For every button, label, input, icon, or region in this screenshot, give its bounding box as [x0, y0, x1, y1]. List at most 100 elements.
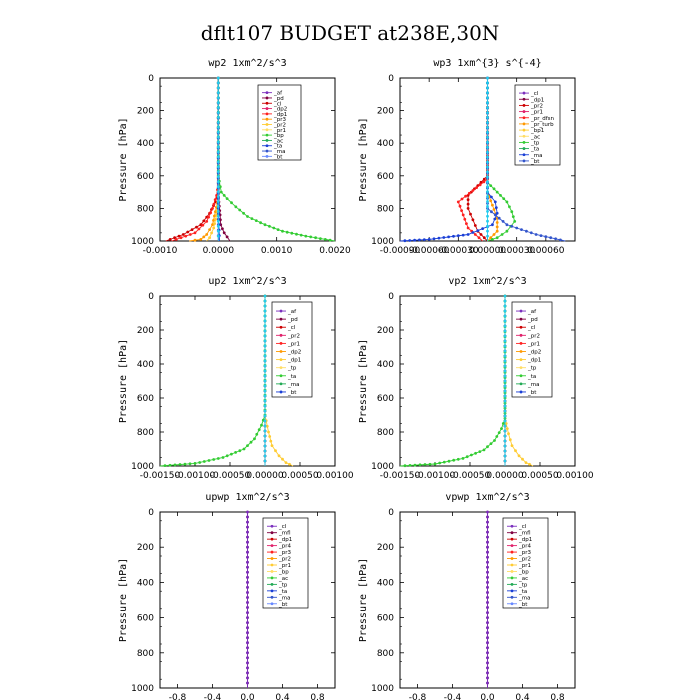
data-point: [447, 235, 450, 239]
data-point: [503, 454, 507, 458]
x-tick-label: 0.0020: [319, 246, 351, 256]
legend-swatch-marker: [522, 134, 526, 138]
y-axis-label: Pressure [hPa]: [358, 339, 369, 423]
series-dp1: [171, 76, 220, 242]
series-line: [217, 78, 336, 242]
x-tick-label: -0.0010: [143, 246, 178, 256]
legend-label: _bp: [518, 569, 529, 575]
data-point: [201, 223, 205, 227]
data-point: [503, 424, 507, 428]
legend-swatch-marker: [519, 325, 523, 329]
data-point: [505, 427, 509, 430]
series-cl: [466, 76, 489, 242]
data-point: [263, 294, 267, 298]
legend-swatch-marker: [279, 317, 283, 321]
data-point: [216, 140, 220, 144]
y-tick-label: 0: [148, 74, 154, 84]
data-point: [465, 455, 469, 459]
legend-label: _dp1: [287, 358, 301, 364]
data-point: [534, 233, 538, 236]
data-point: [486, 190, 489, 194]
legend-label: _dp1: [518, 537, 532, 543]
legend-label: _ac: [273, 138, 283, 144]
data-point: [263, 434, 267, 438]
data-point: [486, 661, 489, 665]
data-point: [263, 223, 267, 227]
data-point: [503, 329, 507, 333]
data-point: [216, 86, 220, 90]
data-point: [216, 224, 220, 228]
data-point: [478, 450, 482, 453]
data-point: [212, 219, 215, 222]
data-point: [219, 190, 223, 194]
series-line: [165, 78, 219, 242]
data-point: [216, 155, 220, 159]
plot-frame: [399, 295, 576, 467]
data-point: [314, 236, 317, 240]
data-point: [486, 175, 489, 179]
data-point: [486, 525, 489, 529]
y-tick-label: 800: [377, 649, 394, 659]
data-point: [199, 238, 203, 241]
data-point: [216, 190, 220, 194]
legend-label: _af: [273, 91, 283, 97]
data-point: [213, 222, 217, 226]
legend-label: _dp1: [527, 358, 541, 364]
legend-label: _dp2: [287, 350, 301, 356]
data-point: [207, 459, 211, 462]
y-tick-label: 1000: [371, 684, 394, 694]
x-tick-label: 0.00100: [556, 471, 593, 481]
data-point: [210, 231, 214, 235]
legend-swatch-marker: [522, 147, 526, 150]
legend-label: _dp1: [278, 537, 292, 543]
y-tick-label: 600: [137, 172, 154, 182]
legend-swatch-marker: [279, 366, 283, 370]
data-point: [495, 236, 499, 240]
legend-swatch-marker: [510, 582, 514, 586]
x-tick-label: 0.00000: [486, 471, 523, 481]
chart-panel-2: wp3 1xm^{3} s^{-4} Pressure [hPa] 0 200 400 6…: [358, 58, 576, 256]
data-point: [503, 399, 507, 403]
data-point: [486, 229, 489, 233]
data-point: [212, 458, 216, 461]
chart-panel-6: vpwp 1xm^2/s^3 Pressure [hPa] 0 200 400 600 80…: [358, 492, 576, 700]
data-point: [413, 238, 416, 242]
legend: _af_pd_cl_dp2_dp1_pr3_pr2_pr1_bp_ac_ta_m…: [257, 84, 302, 161]
data-point: [265, 424, 269, 428]
y-tick-label: 1000: [371, 462, 394, 472]
data-point: [491, 203, 494, 207]
data-point: [216, 205, 220, 208]
data-point: [466, 233, 470, 236]
data-point: [216, 145, 220, 149]
legend-label: _pr2: [278, 557, 291, 563]
legend-label: _tp: [518, 582, 528, 588]
legend-label: _dp2: [527, 350, 541, 356]
data-point: [216, 195, 220, 198]
data-point: [246, 611, 249, 614]
data-point: [499, 194, 502, 197]
data-point: [263, 374, 267, 378]
series-dp1: [456, 76, 489, 242]
data-point: [515, 226, 519, 230]
data-point: [471, 218, 475, 222]
data-point: [467, 191, 471, 195]
data-point: [216, 234, 220, 238]
data-point: [486, 676, 489, 680]
data-point: [246, 626, 249, 630]
legend-swatch-marker: [522, 122, 526, 126]
data-point: [198, 461, 202, 464]
x-tick-label: 0.00030: [498, 246, 535, 256]
data-point: [216, 121, 220, 124]
data-point: [225, 235, 229, 239]
data-point: [460, 209, 463, 213]
data-point: [503, 319, 507, 323]
data-point: [447, 459, 451, 463]
series-line: [399, 78, 498, 242]
data-point: [208, 228, 212, 232]
data-point: [246, 661, 249, 665]
legend-label: _pr2: [530, 103, 543, 109]
x-tick-label: 0.00050: [521, 471, 558, 481]
series-bt: [216, 76, 220, 241]
data-point: [250, 217, 254, 221]
data-point: [528, 462, 531, 466]
